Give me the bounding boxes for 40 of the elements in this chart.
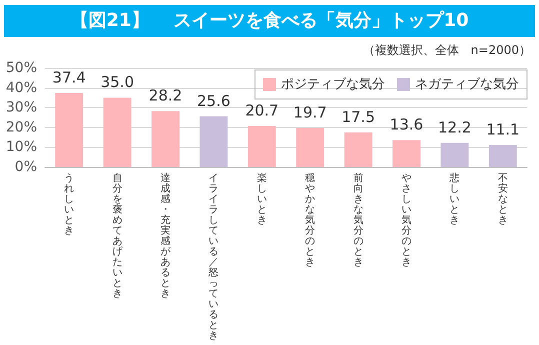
y-tick-label: 40% — [6, 80, 37, 96]
y-tick-label: 0% — [14, 159, 37, 175]
data-label: 13.6 — [390, 116, 424, 134]
category-label: 自分を褒めてあげたいとき — [112, 172, 122, 300]
bar — [200, 116, 228, 167]
data-label: 19.7 — [293, 103, 327, 122]
data-label: 11.1 — [486, 120, 520, 139]
bar — [103, 98, 132, 167]
bar — [344, 132, 372, 167]
y-tick-label: 20% — [6, 119, 37, 136]
x-tick-label: 楽しいとき — [256, 172, 267, 226]
x-tick-label: 悲しいとき — [448, 172, 460, 226]
legend-label: ポジティブな気分 — [281, 77, 385, 92]
data-label: 20.7 — [245, 102, 279, 120]
bar — [392, 140, 420, 167]
category-label: 達成感・充実感があるとき — [160, 172, 170, 300]
bar — [248, 126, 276, 167]
category-label: 穏やかな気分のとき — [305, 172, 316, 268]
category-label: 前向きな気分のとき — [353, 172, 364, 268]
bar — [488, 145, 517, 167]
x-tick-label: うれしいとき — [64, 172, 74, 236]
x-tick-label: 不安なとき — [498, 172, 508, 226]
y-tick-label: 10% — [6, 139, 37, 156]
data-label: 25.6 — [196, 92, 230, 110]
bar — [440, 142, 469, 167]
data-label: 12.2 — [438, 118, 472, 136]
y-tick-label: 30% — [6, 100, 37, 116]
data-label: 28.2 — [148, 86, 182, 105]
bar — [296, 128, 324, 167]
data-label: 17.5 — [342, 108, 376, 126]
legend-label: ネガティブな気分 — [415, 77, 519, 92]
y-tick-label: 50% — [6, 60, 37, 76]
data-label: 35.0 — [100, 73, 134, 92]
data-label: 37.4 — [52, 68, 86, 86]
chart-title: 【図21】 スイーツを食べる「気分」トップ10 — [4, 5, 535, 37]
bar — [55, 92, 84, 167]
bar — [152, 111, 180, 167]
chart-subtitle: （複数選択、全体 n=2000） — [362, 42, 531, 59]
category-label: やさしい気分のとき — [402, 172, 412, 268]
category-label: イライラしている／怒っているとき — [208, 172, 219, 342]
